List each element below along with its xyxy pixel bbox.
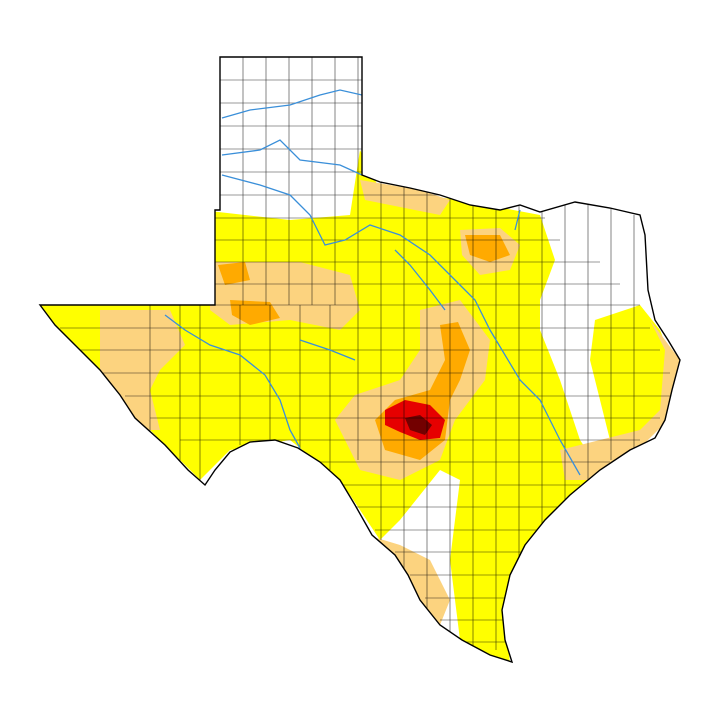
rivers xyxy=(164,89,581,476)
d1-area-south xyxy=(350,530,450,625)
d1-area-north xyxy=(360,180,450,215)
d4-area xyxy=(405,415,432,435)
d2-area-northeast xyxy=(465,235,510,262)
d2-area-west xyxy=(218,262,280,325)
d1-area-coast xyxy=(560,320,680,480)
